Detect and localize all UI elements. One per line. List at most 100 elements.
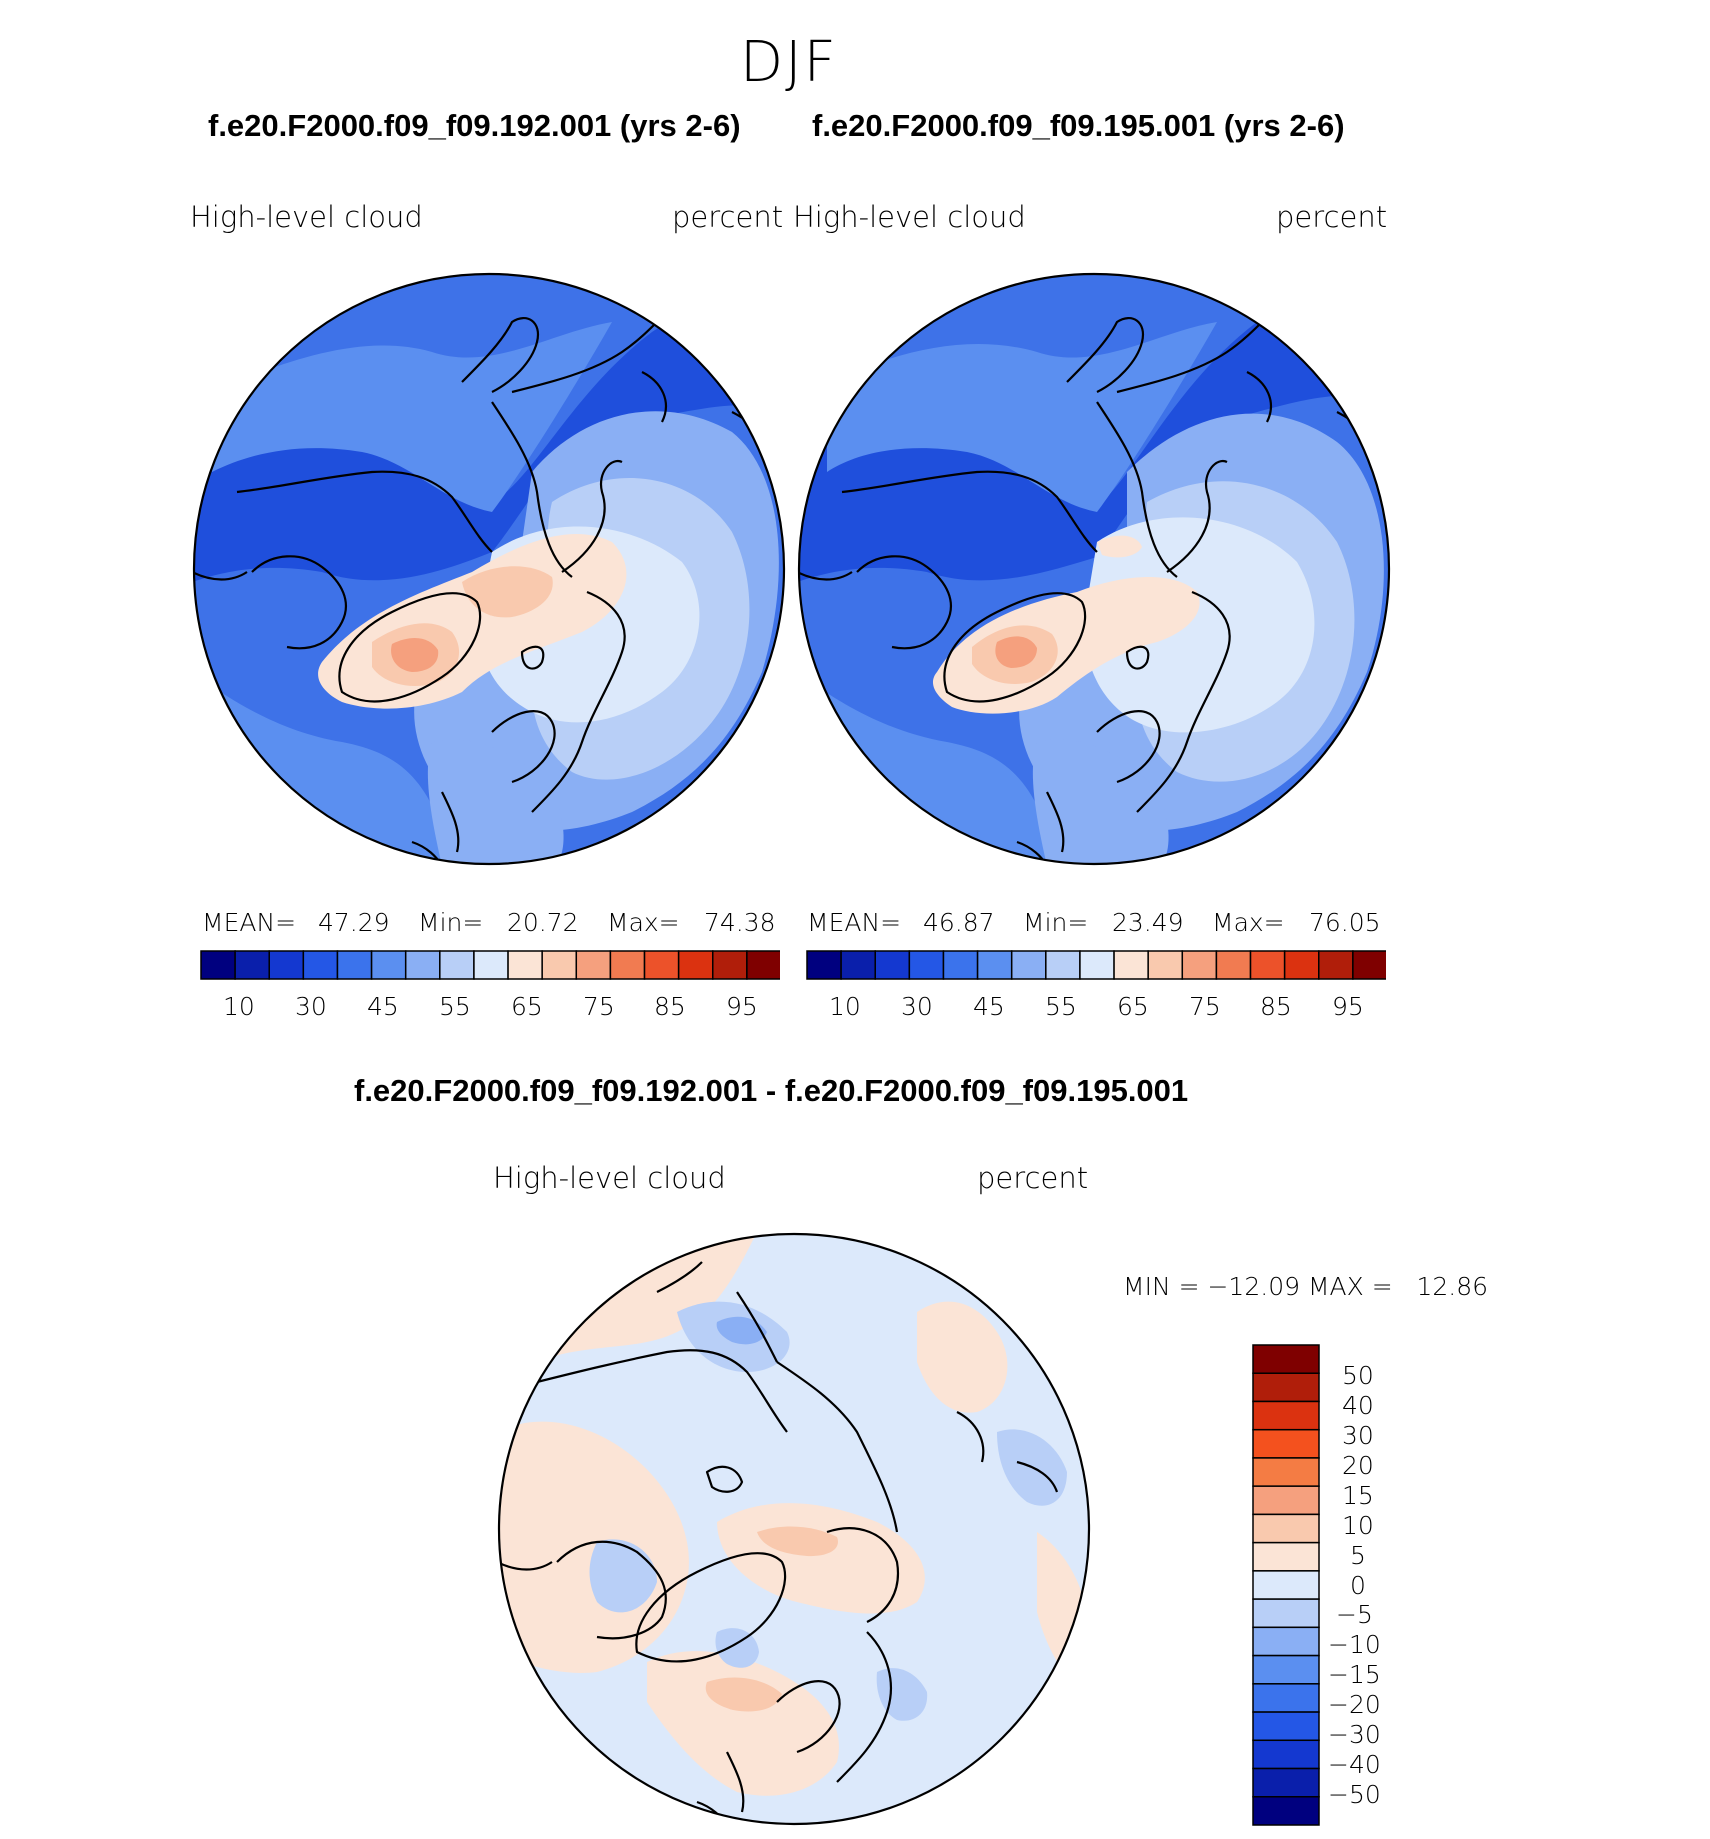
panel-1-colorbar-tick: 75 [583, 992, 615, 1021]
diff-polar-map [497, 1232, 1091, 1826]
diff-minmax: MIN = −12.09 MAX = 12.86 [1123, 1272, 1489, 1301]
colorbar-swatch [1252, 1513, 1320, 1544]
panel-2-max-label: Max= [1212, 908, 1285, 937]
diff-colorbar-label: −15 [1328, 1660, 1381, 1689]
panel-1-colorbar-tick: 95 [726, 992, 758, 1021]
colorbar-swatch [1249, 950, 1286, 980]
panel-1-case-title: f.e20.F2000.f09_f09.192.001 (yrs 2-6) [208, 108, 741, 143]
colorbar-swatch [976, 950, 1013, 980]
diff-colorbar-label: 40 [1342, 1391, 1374, 1420]
colorbar-swatch [1352, 950, 1386, 980]
colorbar-swatch [1252, 1683, 1320, 1713]
diff-colorbar-label: −40 [1328, 1750, 1381, 1779]
colorbar-swatch [200, 950, 236, 980]
panel-1-min-value: 20.72 [507, 908, 579, 937]
colorbar-swatch [712, 950, 748, 980]
panel-2-colorbar-tick: 45 [973, 992, 1005, 1021]
colorbar-swatch [302, 950, 339, 980]
panel-1-mean-label: MEAN= [202, 908, 297, 937]
colorbar-swatch [1252, 1796, 1320, 1826]
panel-2-variable-label: High-level cloud [793, 200, 1026, 234]
colorbar-swatch [234, 950, 270, 980]
colorbar-swatch [336, 950, 373, 980]
diff-colorbar-label: 20 [1342, 1451, 1374, 1480]
panel-1-colorbar-tick: 85 [654, 992, 686, 1021]
panel-1-variable-label: High-level cloud [190, 200, 423, 234]
panel-2-min-label: Min= [1023, 908, 1089, 937]
diff-colorbar-label: −50 [1328, 1780, 1381, 1809]
diff-units-label: percent [977, 1161, 1089, 1195]
colorbar-swatch [1252, 1711, 1320, 1742]
colorbar-swatch [1147, 950, 1184, 980]
diff-colorbar-label: 0 [1350, 1571, 1366, 1600]
colorbar-swatch [575, 950, 612, 980]
colorbar-swatch [1252, 1485, 1320, 1516]
colorbar-swatch [1181, 950, 1218, 980]
colorbar-swatch [1079, 950, 1115, 980]
diff-colorbar-label: 30 [1342, 1421, 1374, 1450]
colorbar-swatch [541, 950, 578, 980]
colorbar-swatch [908, 950, 945, 980]
panel-1-max-label: Max= [607, 908, 680, 937]
colorbar-swatch [404, 950, 441, 980]
colorbar-swatch [1252, 1767, 1320, 1798]
panel-2-colorbar-tick: 95 [1332, 992, 1364, 1021]
panel-1-colorbar-tick: 45 [367, 992, 399, 1021]
panel-1-colorbar-tick: 30 [295, 992, 327, 1021]
colorbar-swatch [609, 950, 646, 980]
colorbar-swatch [874, 950, 911, 980]
colorbar-swatch [1252, 1626, 1320, 1657]
diff-colorbar-label: −20 [1328, 1690, 1381, 1719]
colorbar-swatch [1318, 950, 1354, 980]
panel-2-mean-value: 46.87 [923, 908, 995, 937]
colorbar-swatch [507, 950, 543, 980]
panel-2-case-title: f.e20.F2000.f09_f09.195.001 (yrs 2-6) [812, 108, 1345, 143]
colorbar-swatch [1252, 1400, 1320, 1431]
colorbar-swatch [1252, 1570, 1320, 1600]
colorbar-swatch [1283, 950, 1320, 980]
panel-2-max-value: 76.05 [1309, 908, 1381, 937]
panel-2-min-value: 23.49 [1112, 908, 1184, 937]
panel-1-min-label: Min= [418, 908, 484, 937]
colorbar-swatch [1252, 1739, 1320, 1770]
panel-1-colorbar-tick: 65 [511, 992, 543, 1021]
colorbar-swatch [370, 950, 407, 980]
colorbar-swatch [1113, 950, 1149, 980]
diff-colorbar-label: 15 [1342, 1481, 1374, 1510]
panel-1-colorbar-tick: 55 [439, 992, 471, 1021]
colorbar-swatch [806, 950, 842, 980]
diff-colorbar-label: −30 [1328, 1720, 1381, 1749]
diff-colorbar [1252, 1344, 1320, 1826]
panel-2-colorbar-tick: 30 [901, 992, 933, 1021]
diff-colorbar-label: 10 [1342, 1511, 1374, 1540]
panel-2-colorbar-tick: 75 [1189, 992, 1221, 1021]
diff-colorbar-label: 50 [1342, 1361, 1374, 1390]
colorbar-swatch [1252, 1654, 1320, 1685]
panel-1-colorbar [200, 950, 780, 980]
colorbar-swatch [1252, 1598, 1320, 1629]
panel-1-mean-value: 47.29 [318, 908, 390, 937]
colorbar-swatch [1252, 1428, 1320, 1459]
colorbar-swatch [1215, 950, 1252, 980]
colorbar-swatch [1252, 1344, 1320, 1374]
diff-title: f.e20.F2000.f09_f09.192.001 - f.e20.F200… [354, 1073, 1189, 1108]
colorbar-swatch [439, 950, 475, 980]
diff-variable-label: High-level cloud [493, 1161, 726, 1195]
colorbar-swatch [746, 950, 780, 980]
colorbar-swatch [1252, 1457, 1320, 1487]
panel-1-polar-map [192, 272, 786, 866]
panel-2-colorbar-tick: 10 [829, 992, 861, 1021]
panel-1-colorbar-tick: 10 [223, 992, 255, 1021]
colorbar-swatch [1252, 1541, 1320, 1572]
panel-2-mean-label: MEAN= [807, 908, 902, 937]
panel-1-max-value: 74.38 [704, 908, 776, 937]
panel-1-units-label: percent [672, 200, 784, 234]
colorbar-swatch [840, 950, 876, 980]
diff-colorbar-label: −5 [1336, 1600, 1373, 1629]
panel-2-colorbar-tick: 85 [1260, 992, 1292, 1021]
colorbar-swatch [1010, 950, 1047, 980]
colorbar-swatch [473, 950, 509, 980]
colorbar-swatch [1252, 1372, 1320, 1403]
colorbar-swatch [643, 950, 680, 980]
diff-colorbar-label: −10 [1328, 1630, 1381, 1659]
